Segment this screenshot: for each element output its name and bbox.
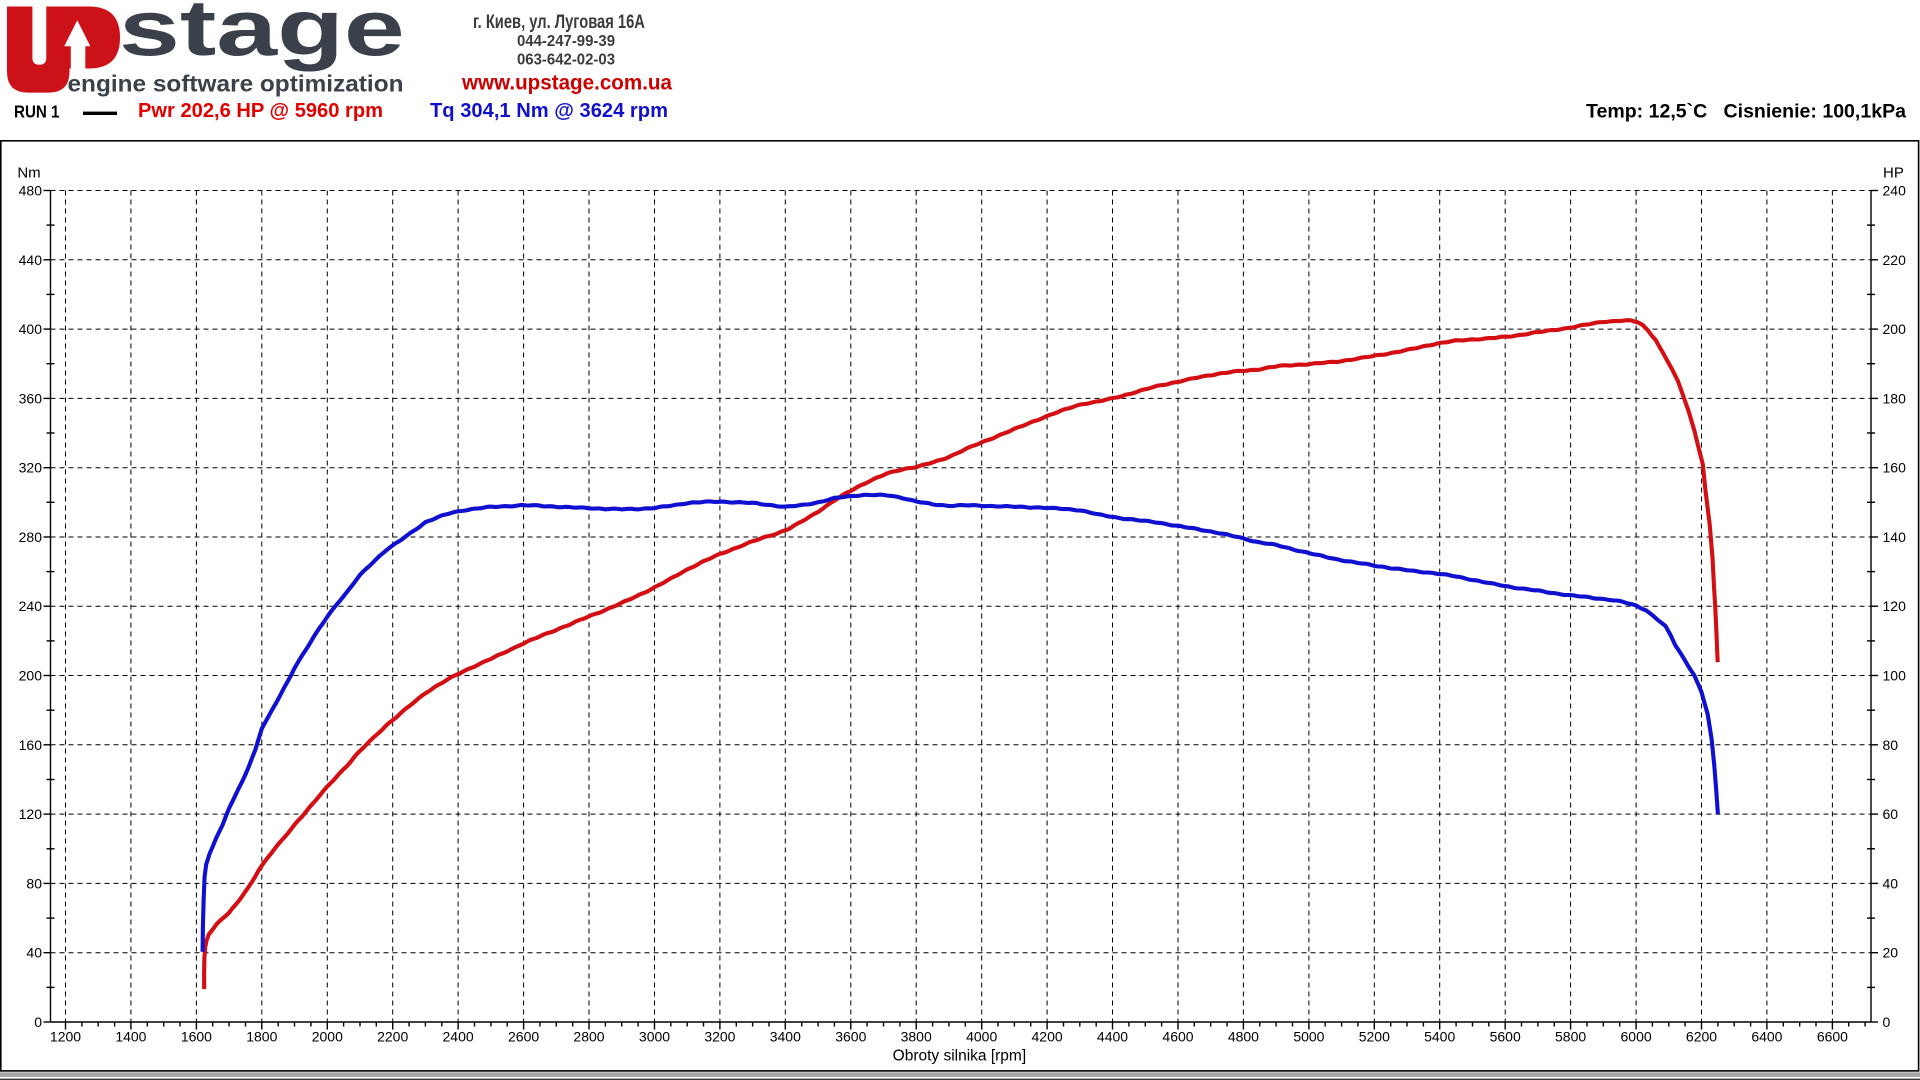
svg-text:280: 280 — [19, 529, 43, 545]
svg-text:80: 80 — [26, 875, 42, 891]
svg-text:320: 320 — [19, 460, 43, 476]
svg-text:RUN 1: RUN 1 — [14, 101, 60, 121]
svg-text:180: 180 — [1883, 390, 1907, 406]
svg-text:6200: 6200 — [1686, 1029, 1717, 1045]
svg-text:6600: 6600 — [1817, 1029, 1848, 1045]
svg-text:240: 240 — [19, 598, 43, 614]
svg-text:200: 200 — [19, 668, 43, 684]
svg-text:440: 440 — [19, 252, 43, 268]
svg-text:engine software optimization: engine software optimization — [68, 71, 404, 97]
svg-text:360: 360 — [19, 390, 43, 406]
svg-text:Temp: 12,5`C Cisnienie: 100,: Temp: 12,5`C Cisnienie: 100,1kPa — [1586, 102, 1906, 123]
svg-text:160: 160 — [1883, 460, 1907, 476]
svg-text:1600: 1600 — [181, 1029, 212, 1045]
svg-text:6400: 6400 — [1751, 1029, 1782, 1045]
svg-text:1200: 1200 — [50, 1029, 81, 1045]
svg-text:Tq 304,1 Nm @ 3624 rpm: Tq 304,1 Nm @ 3624 rpm — [430, 100, 668, 122]
svg-text:2600: 2600 — [508, 1029, 539, 1045]
svg-text:5800: 5800 — [1555, 1029, 1586, 1045]
svg-text:Pwr 202,6 HP @ 5960 rpm: Pwr 202,6 HP @ 5960 rpm — [138, 100, 383, 122]
svg-text:0: 0 — [34, 1014, 42, 1030]
svg-text:400: 400 — [19, 321, 43, 337]
svg-text:240: 240 — [1883, 183, 1907, 199]
svg-text:3000: 3000 — [639, 1029, 670, 1045]
svg-text:100: 100 — [1883, 668, 1907, 684]
svg-text:5000: 5000 — [1293, 1029, 1324, 1045]
svg-text:4400: 4400 — [1097, 1029, 1128, 1045]
svg-text:1800: 1800 — [246, 1029, 277, 1045]
svg-text:3200: 3200 — [704, 1029, 735, 1045]
svg-text:20: 20 — [1883, 945, 1899, 961]
svg-text:140: 140 — [1883, 529, 1907, 545]
svg-text:2400: 2400 — [443, 1029, 474, 1045]
svg-text:1400: 1400 — [115, 1029, 146, 1045]
svg-text:stage: stage — [119, 0, 405, 73]
svg-text:4800: 4800 — [1228, 1029, 1259, 1045]
svg-text:г. Киев, ул. Луговая 16А: г. Киев, ул. Луговая 16А — [473, 11, 645, 32]
svg-text:0: 0 — [1883, 1014, 1891, 1030]
svg-text:220: 220 — [1883, 252, 1907, 268]
svg-text:80: 80 — [1883, 737, 1899, 753]
svg-text:120: 120 — [1883, 598, 1907, 614]
svg-text:3400: 3400 — [770, 1029, 801, 1045]
svg-text:5600: 5600 — [1490, 1029, 1521, 1045]
svg-text:40: 40 — [26, 945, 42, 961]
svg-text:www.upstage.com.ua: www.upstage.com.ua — [461, 72, 672, 95]
svg-text:40: 40 — [1883, 875, 1899, 891]
svg-text:4600: 4600 — [1162, 1029, 1193, 1045]
svg-text:6000: 6000 — [1621, 1029, 1652, 1045]
svg-text:160: 160 — [19, 737, 43, 753]
svg-text:HP: HP — [1883, 165, 1904, 182]
svg-text:044-247-99-39: 044-247-99-39 — [517, 33, 615, 50]
svg-text:480: 480 — [19, 183, 43, 199]
svg-text:Obroty silnika [rpm]: Obroty silnika [rpm] — [893, 1048, 1027, 1065]
svg-text:2200: 2200 — [377, 1029, 408, 1045]
svg-text:120: 120 — [19, 806, 43, 822]
svg-text:3600: 3600 — [835, 1029, 866, 1045]
svg-text:063-642-02-03: 063-642-02-03 — [517, 52, 615, 69]
svg-text:2000: 2000 — [312, 1029, 343, 1045]
svg-text:60: 60 — [1883, 806, 1899, 822]
svg-text:5200: 5200 — [1359, 1029, 1390, 1045]
svg-text:200: 200 — [1883, 321, 1907, 337]
svg-text:2800: 2800 — [573, 1029, 604, 1045]
svg-text:4000: 4000 — [966, 1029, 997, 1045]
svg-text:4200: 4200 — [1032, 1029, 1063, 1045]
svg-text:Nm: Nm — [17, 165, 40, 182]
svg-text:5400: 5400 — [1424, 1029, 1455, 1045]
svg-text:3800: 3800 — [901, 1029, 932, 1045]
